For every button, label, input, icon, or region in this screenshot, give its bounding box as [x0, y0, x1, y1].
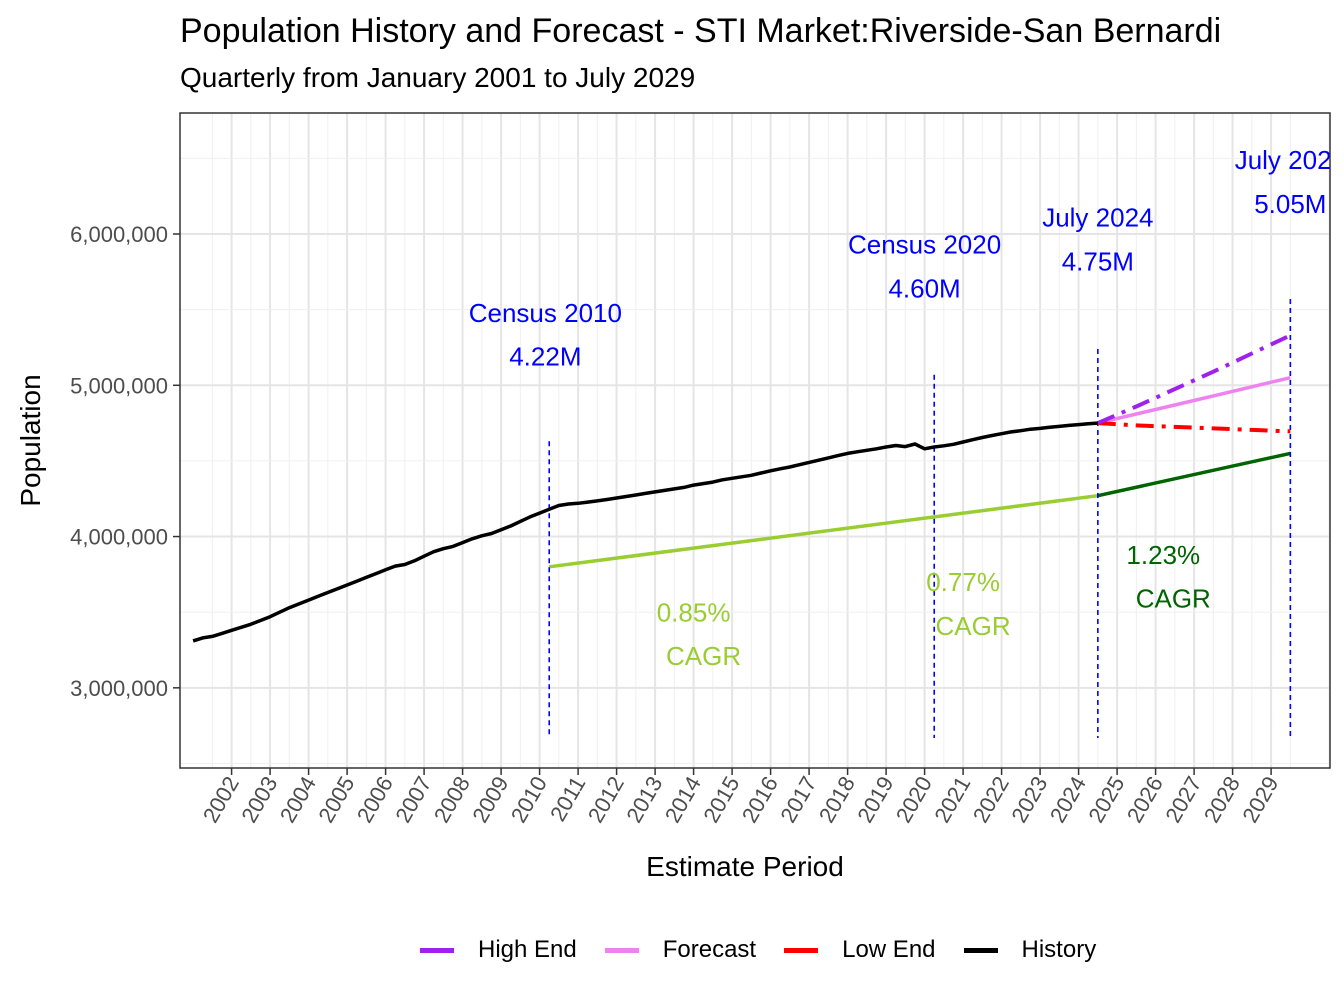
marker-label: July 2029 [1235, 145, 1344, 175]
x-tick-label: 2014 [660, 772, 706, 827]
cagr-line [548, 493, 1099, 569]
cagr-label: 0.77% [926, 567, 1000, 597]
x-tick-label: 2024 [1045, 772, 1091, 827]
x-tick-label: 2008 [429, 772, 475, 827]
marker-value: 5.05M [1254, 189, 1326, 219]
plot-border [179, 112, 1331, 769]
legend-swatch-forecast [604, 947, 639, 953]
plot-background [180, 113, 1330, 768]
x-tick-label: 2029 [1237, 772, 1283, 827]
marker-value: 4.60M [888, 274, 960, 304]
x-tick-label: 2017 [775, 772, 821, 827]
x-tick-label: 2003 [236, 772, 282, 827]
y-tick-label: 3,000,000 [70, 676, 168, 701]
legend-label-low-end: Low End [842, 936, 936, 963]
legend-item: High End [420, 936, 577, 964]
cagr-label: CAGR [936, 611, 1011, 641]
series-line-forecast [1097, 375, 1291, 425]
marker-label: Census 2010 [469, 298, 622, 328]
x-tick-label: 2028 [1199, 772, 1245, 827]
x-tick-label: 2004 [275, 772, 321, 827]
chart-subtitle: Quarterly from January 2001 to July 2029 [180, 62, 696, 93]
x-tick-label: 2022 [968, 772, 1014, 827]
marker-label: July 2024 [1042, 202, 1153, 232]
x-axis-title: Estimate Period [646, 851, 844, 882]
marker-value: 4.22M [509, 342, 581, 372]
y-axis-title: Population [15, 374, 46, 506]
x-tick-label: 2011 [545, 772, 590, 825]
x-tick-label: 2018 [814, 772, 860, 827]
legend-swatch-low-end [784, 947, 819, 953]
x-tick-label: 2007 [390, 772, 436, 827]
marker-value: 4.75M [1062, 246, 1134, 276]
x-tick-label: 2005 [313, 772, 359, 827]
x-tick-label: 2019 [852, 772, 898, 827]
chart-title: Population History and Forecast - STI Ma… [180, 12, 1222, 50]
x-tick-label: 2020 [891, 772, 937, 827]
cagr-label: CAGR [1136, 584, 1211, 614]
x-tick-label: 2012 [583, 772, 629, 827]
series-line-low-end [1097, 421, 1291, 434]
y-tick-label: 5,000,000 [70, 373, 168, 398]
y-tick-label: 4,000,000 [70, 525, 168, 550]
x-tick-label: 2006 [352, 772, 398, 827]
legend-swatch-high-end [420, 947, 454, 953]
x-tick-label: 2016 [737, 772, 783, 827]
x-tick-label: 2021 [929, 772, 975, 827]
y-tick-label: 6,000,000 [70, 222, 168, 247]
x-tick-label: 2009 [467, 772, 513, 827]
x-tick-label: 2002 [198, 772, 244, 827]
marker-label: Census 2020 [848, 230, 1001, 260]
legend-label-high-end: High End [478, 936, 577, 963]
x-tick-label: 2023 [1006, 772, 1052, 827]
x-tick-label: 2026 [1122, 772, 1168, 827]
legend-item: Low End [784, 936, 936, 964]
series-line-high-end [1097, 333, 1292, 425]
x-tick-label: 2013 [621, 772, 667, 827]
legend-item: Forecast [604, 936, 757, 964]
cagr-label: 1.23% [1126, 540, 1200, 570]
plot-layer: Census 2010 4.22M Census 2020 4.60M July 202… [192, 145, 1344, 738]
legend-swatch-history [963, 947, 998, 953]
cagr-label: CAGR [666, 641, 741, 671]
cagr-label: 0.85% [657, 597, 731, 627]
x-tick-label: 2010 [506, 772, 552, 827]
legend-label-forecast: Forecast [662, 936, 757, 963]
x-tick-label: 2025 [1083, 772, 1129, 827]
series-line-history [192, 421, 1098, 643]
legend: High End Forecast Low End History [420, 936, 1124, 964]
x-tick-label: 2027 [1160, 772, 1206, 827]
legend-item: History [963, 936, 1097, 964]
legend-label-history: History [1021, 936, 1097, 963]
x-tick-label: 2015 [698, 772, 744, 827]
cagr-line [1097, 451, 1291, 498]
